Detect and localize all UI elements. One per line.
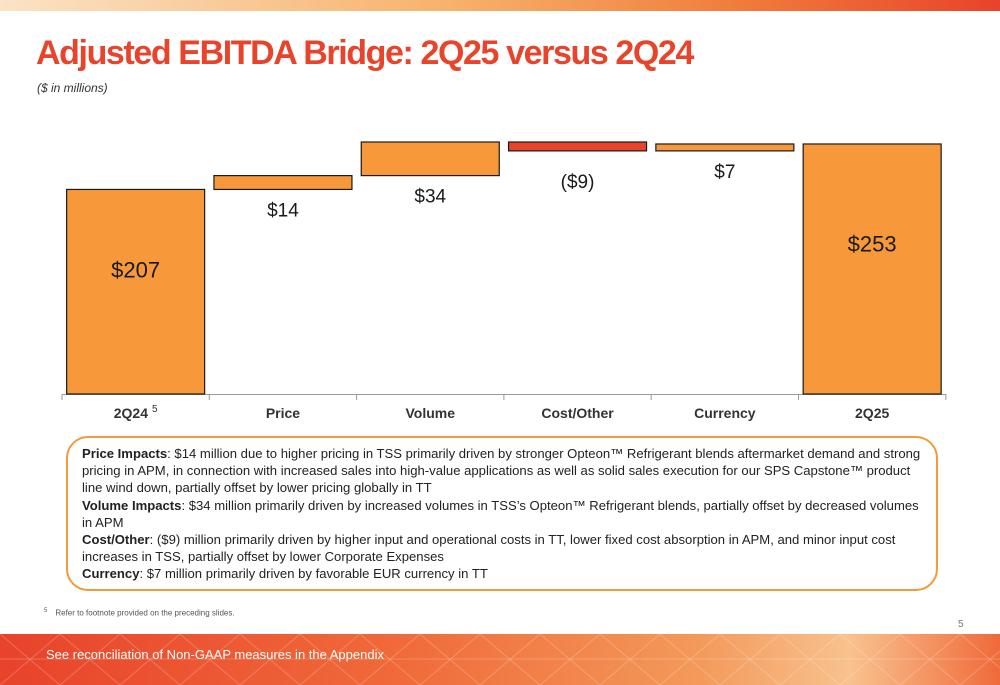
page-title: Adjusted EBITDA Bridge: 2Q25 versus 2Q24 bbox=[36, 34, 694, 72]
footer-text: See reconciliation of Non-GAAP measures … bbox=[46, 647, 384, 662]
x-tick-label-price: Price bbox=[266, 405, 300, 421]
data-label-currency: $7 bbox=[714, 162, 735, 183]
x-tick-label-2q24: 2Q24 5 bbox=[114, 404, 158, 421]
bar-2q24 bbox=[66, 188, 206, 395]
note-cost-other: Cost/Other: ($9) million primarily drive… bbox=[82, 532, 896, 565]
x-tick-superscript: 5 bbox=[152, 404, 158, 415]
note-currency: Currency: $7 million primarily driven by… bbox=[82, 566, 488, 582]
bar-2q25 bbox=[802, 143, 942, 395]
bar-cost-other bbox=[507, 141, 648, 152]
x-tick-label-volume: Volume bbox=[405, 405, 455, 421]
footer-pattern bbox=[0, 634, 1000, 685]
data-label-2q25: $253 bbox=[848, 231, 897, 256]
footnote-text: Refer to footnote provided on the preced… bbox=[55, 608, 235, 618]
bar-price bbox=[213, 175, 353, 191]
bar-volume bbox=[360, 141, 500, 177]
ebitda-bridge-chart: $207 2Q24 5 $14 Price $34 Volume ($9) Cost/Other… bbox=[61, 141, 947, 421]
data-label-2q24: $207 bbox=[111, 257, 160, 282]
top-accent-bar bbox=[0, 0, 1000, 11]
page-number: 5 bbox=[958, 619, 964, 630]
x-tick-label-currency: Currency bbox=[694, 405, 756, 421]
data-label-volume: $34 bbox=[414, 187, 446, 208]
data-label-cost-other: ($9) bbox=[561, 172, 595, 193]
note-volume: Volume Impacts: $34 million primarily dr… bbox=[82, 497, 919, 530]
page-subtitle: ($ in millions) bbox=[37, 81, 108, 95]
bar-currency bbox=[655, 143, 795, 152]
note-price: Price Impacts: $14 million due to higher… bbox=[82, 446, 921, 496]
x-tick-label-cost-other: Cost/Other bbox=[541, 405, 614, 421]
footer-band: See reconciliation of Non-GAAP measures … bbox=[0, 634, 1000, 685]
x-tick-label-2q25: 2Q25 bbox=[855, 405, 889, 421]
footnote: 5 Refer to footnote provided on the prece… bbox=[44, 608, 235, 618]
impact-notes-box: Price Impacts: $14 million due to higher… bbox=[66, 436, 938, 591]
footnote-marker: 5 bbox=[44, 608, 48, 614]
data-label-price: $14 bbox=[267, 200, 299, 221]
